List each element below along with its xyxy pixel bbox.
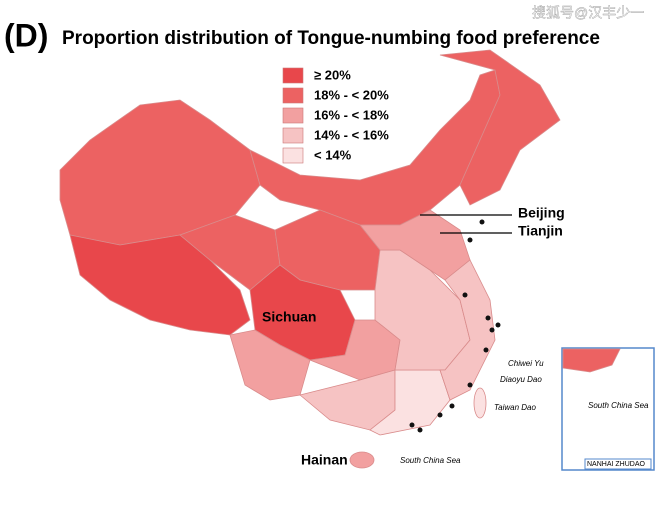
region-hainan <box>349 451 375 469</box>
legend-swatch <box>282 87 304 104</box>
inset-coast <box>562 348 621 373</box>
place-label: Sichuan <box>262 309 316 325</box>
legend-label: 18% - < 20% <box>314 87 389 102</box>
legend-swatch <box>282 67 304 84</box>
legend-swatch <box>282 107 304 124</box>
place-labels: Beijing Tianjin Sichuan Hainan Chiwei Yu… <box>262 205 649 468</box>
panel-label: (D) <box>4 17 48 53</box>
region-yunnan <box>229 329 311 401</box>
legend-label: 16% - < 18% <box>314 107 389 122</box>
watermark: 搜狐号@汉丰少一 <box>532 5 644 21</box>
region-northeast <box>439 49 561 206</box>
place-label: Diaoyu Dao <box>500 375 542 384</box>
place-label: Tianjin <box>518 223 563 239</box>
place-label: NANHAI ZHUDAO <box>587 461 646 468</box>
place-label: Chiwei Yu <box>508 359 544 368</box>
legend: ≥ 20% 18% - < 20% 16% - < 18% 14% - < 16% < … <box>282 67 389 164</box>
china-map <box>59 49 655 471</box>
legend-swatch <box>282 147 304 164</box>
inset-caption-box <box>584 458 652 470</box>
legend-swatch <box>282 127 304 144</box>
place-label: Taiwan Dao <box>494 403 537 412</box>
legend-label: ≥ 20% <box>314 67 351 82</box>
sample-points <box>409 219 501 433</box>
place-label: Hainan <box>301 452 348 468</box>
place-label: Beijing <box>518 205 565 221</box>
region-taiwan <box>473 387 487 419</box>
legend-label: 14% - < 16% <box>314 127 389 142</box>
region-east-coast <box>439 259 496 401</box>
region-tibet <box>69 234 251 336</box>
legend-label: < 14% <box>314 147 352 162</box>
place-label: South China Sea <box>400 456 461 465</box>
title: Proportion distribution of Tongue-numbin… <box>62 28 600 49</box>
place-label: South China Sea <box>588 401 649 410</box>
